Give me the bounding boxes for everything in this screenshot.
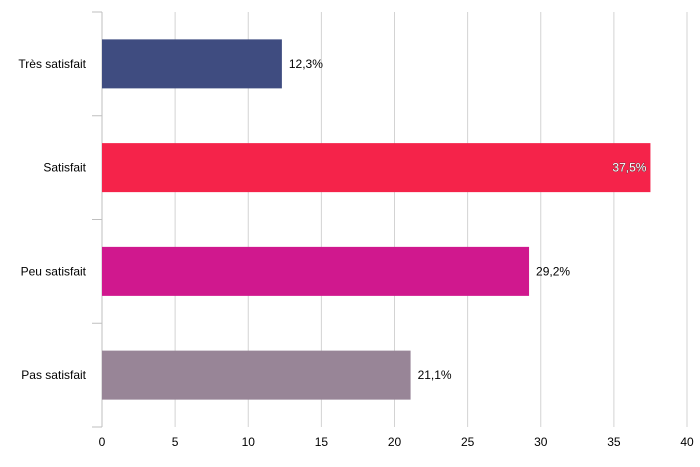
bar (102, 39, 282, 89)
x-tick-label: 15 (315, 435, 329, 449)
x-tick-label: 5 (172, 435, 179, 449)
category-label: Pas satisfait (21, 368, 86, 382)
data-label: 29,2% (536, 264, 570, 278)
x-tick-label: 0 (99, 435, 106, 449)
x-tick-label: 10 (242, 435, 256, 449)
bar (102, 350, 411, 400)
category-axis (92, 11, 103, 428)
category-label: Peu satisfait (21, 264, 87, 278)
data-label: 37,5% (612, 161, 646, 175)
category-label: Satisfait (43, 161, 86, 175)
data-label: 21,1% (418, 368, 452, 382)
bar (102, 246, 530, 296)
x-tick-label: 20 (388, 435, 402, 449)
x-tick-label: 30 (534, 435, 548, 449)
x-axis-ticks: 0 5 10 15 20 25 30 35 40 (99, 435, 694, 449)
x-tick-label: 35 (607, 435, 621, 449)
bar (102, 143, 651, 193)
data-label: 12,3% (289, 57, 323, 71)
category-label: Très satisfait (18, 57, 86, 71)
bars (102, 39, 651, 400)
data-labels: 12,3% 37,5% 29,2% 21,1% (289, 57, 647, 382)
category-labels: Très satisfait Satisfait Peu satisfait Pas … (18, 57, 86, 382)
x-tick-label: 25 (461, 435, 475, 449)
x-tick-label: 40 (680, 435, 694, 449)
